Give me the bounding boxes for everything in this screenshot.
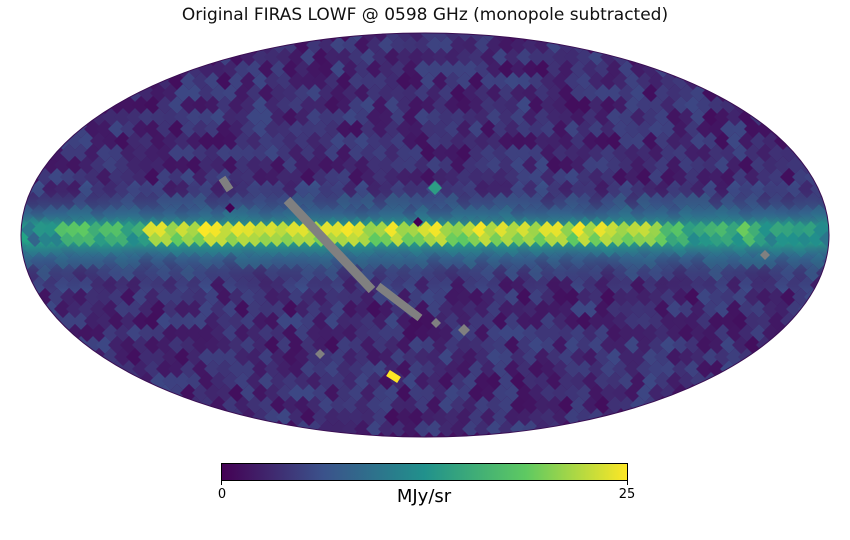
galactic-core-pixel [819,231,829,247]
sky-pixel [354,420,372,437]
sky-pixel [402,420,420,437]
masked-stripe [375,282,423,322]
masked-patch [760,250,770,260]
masked-patch [431,318,441,328]
dark-pixel [225,203,235,213]
masked-patch [218,175,234,193]
sky-pixel [564,408,582,426]
masked-patch [315,349,325,359]
colorbar-tick-max [627,481,628,485]
masked-patch [458,324,470,336]
colorbar-unit-label: MJy/sr [396,486,452,507]
masked-stripe [283,196,376,294]
map-features [218,175,770,383]
colorbar [221,463,628,481]
sky-pixel [378,420,396,437]
sky-pixel [390,420,408,437]
sky-pixel [426,420,444,437]
sky-pixel [414,420,432,437]
dark-pixel [413,217,423,227]
bright-pixel [428,181,442,195]
map-outline [20,32,830,438]
galactic-plane-core [21,221,829,247]
sky-pixel [438,420,456,437]
sky-pixel [474,420,492,437]
map-title: Original FIRAS LOWF @ 0598 GHz (monopole… [181,5,669,25]
bright-source [386,370,401,383]
sky-pixel [462,420,480,437]
colorbar-max-label: 25 [618,487,636,502]
sky-pixel [366,420,384,437]
colorbar-min-label: 0 [217,487,227,502]
colorbar-tick-min [221,481,222,485]
sky-pixel [450,420,468,437]
